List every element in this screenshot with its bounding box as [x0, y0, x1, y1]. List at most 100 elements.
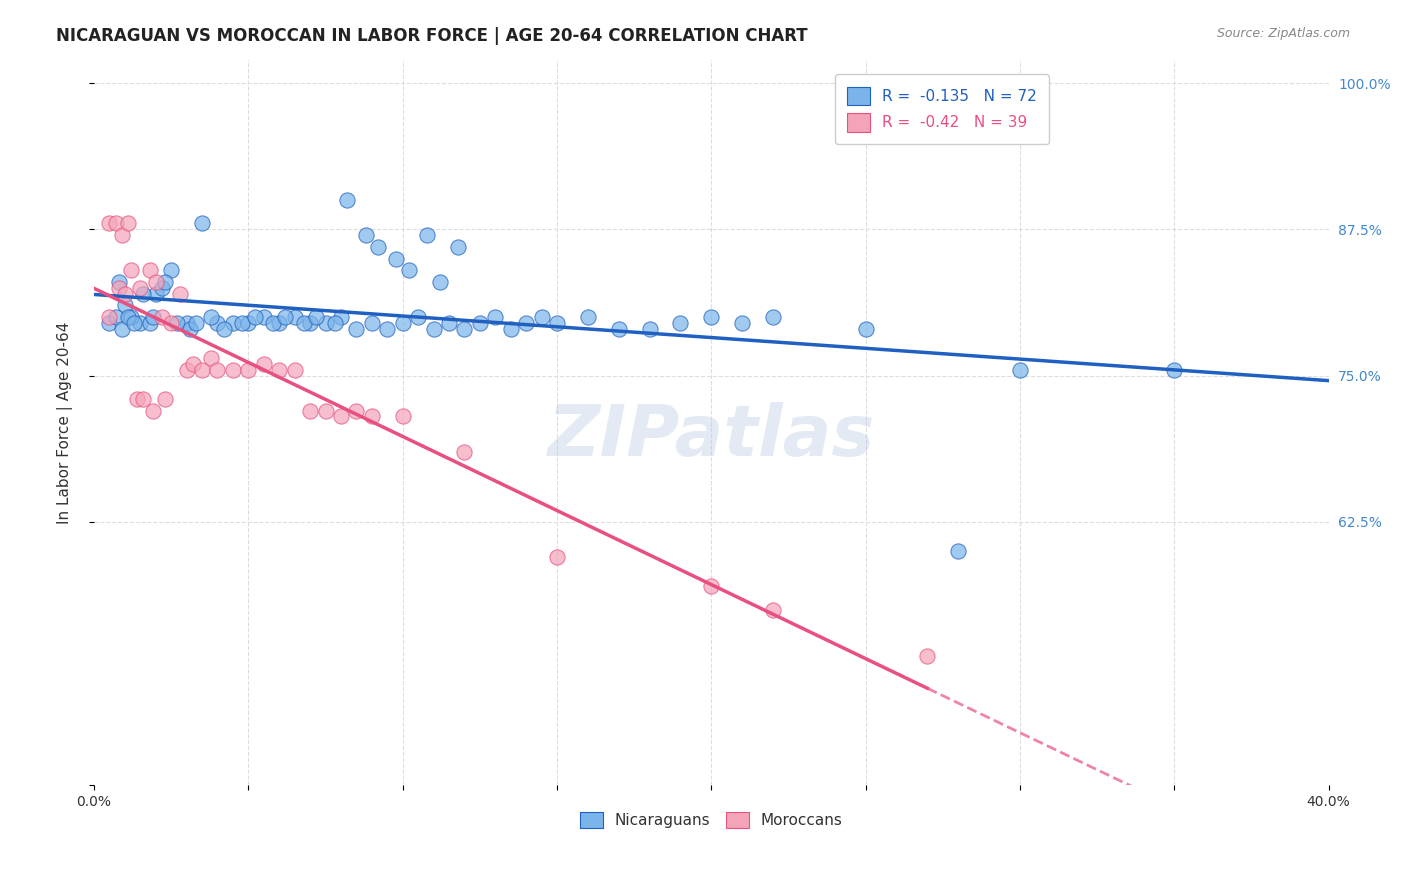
Point [948, 544, 970, 558]
Point [762, 602, 785, 616]
Point [499, 322, 522, 336]
Point [329, 310, 352, 324]
Point [344, 322, 367, 336]
Point [447, 240, 470, 254]
Point [142, 403, 165, 417]
Point [669, 316, 692, 330]
Point [184, 316, 207, 330]
Point [385, 252, 408, 266]
Legend: Nicaraguans, Moroccans: Nicaraguans, Moroccans [572, 805, 851, 836]
Point [120, 310, 142, 324]
Point [406, 310, 429, 324]
Point [515, 316, 537, 330]
Point [367, 240, 389, 254]
Point [176, 316, 198, 330]
Point [422, 322, 444, 336]
Point [107, 281, 129, 295]
Point [375, 322, 398, 336]
Text: NICARAGUAN VS MOROCCAN IN LABOR FORCE | AGE 20-64 CORRELATION CHART: NICARAGUAN VS MOROCCAN IN LABOR FORCE | … [56, 27, 808, 45]
Point [117, 216, 139, 230]
Point [1008, 362, 1031, 376]
Point [1163, 362, 1185, 376]
Point [191, 362, 214, 376]
Point [222, 362, 245, 376]
Point [917, 649, 939, 664]
Y-axis label: In Labor Force | Age 20-64: In Labor Force | Age 20-64 [58, 321, 73, 524]
Point [576, 310, 599, 324]
Point [284, 310, 307, 324]
Point [429, 275, 451, 289]
Point [104, 216, 127, 230]
Point [153, 275, 176, 289]
Point [114, 286, 136, 301]
Point [231, 316, 253, 330]
Point [238, 362, 260, 376]
Text: Source: ZipAtlas.com: Source: ZipAtlas.com [1216, 27, 1350, 40]
Point [181, 357, 204, 371]
Point [315, 316, 337, 330]
Point [169, 286, 191, 301]
Point [299, 403, 322, 417]
Point [700, 310, 723, 324]
Point [117, 310, 139, 324]
Point [111, 322, 134, 336]
Point [129, 316, 152, 330]
Point [305, 310, 328, 324]
Point [160, 316, 183, 330]
Point [207, 316, 229, 330]
Point [453, 322, 475, 336]
Point [329, 409, 352, 424]
Point [398, 263, 420, 277]
Point [638, 322, 661, 336]
Point [129, 281, 152, 295]
Point [292, 316, 315, 330]
Point [360, 316, 382, 330]
Point [166, 316, 188, 330]
Point [360, 409, 382, 424]
Point [138, 316, 160, 330]
Point [484, 310, 506, 324]
Point [122, 316, 145, 330]
Point [391, 316, 413, 330]
Point [762, 310, 785, 324]
Point [855, 322, 877, 336]
Point [274, 310, 297, 324]
Point [253, 357, 276, 371]
Point [98, 216, 121, 230]
Point [138, 263, 160, 277]
Point [111, 228, 134, 243]
Point [222, 316, 245, 330]
Point [238, 316, 260, 330]
Point [200, 310, 222, 324]
Point [468, 316, 491, 330]
Point [546, 549, 568, 564]
Point [98, 310, 121, 324]
Point [437, 316, 460, 330]
Point [284, 362, 307, 376]
Point [160, 263, 183, 277]
Point [299, 316, 322, 330]
Point [104, 310, 127, 324]
Point [98, 316, 121, 330]
Point [120, 263, 142, 277]
Point [336, 193, 359, 207]
Point [132, 286, 155, 301]
Point [391, 409, 413, 424]
Point [700, 579, 723, 593]
Point [243, 310, 266, 324]
Point [262, 316, 284, 330]
Point [200, 351, 222, 365]
Point [142, 310, 165, 324]
Point [530, 310, 553, 324]
Point [207, 362, 229, 376]
Point [731, 316, 754, 330]
Point [269, 362, 291, 376]
Point [607, 322, 630, 336]
Point [145, 286, 167, 301]
Point [453, 444, 475, 458]
Point [150, 310, 173, 324]
Point [546, 316, 568, 330]
Point [416, 228, 439, 243]
Point [315, 403, 337, 417]
Point [344, 403, 367, 417]
